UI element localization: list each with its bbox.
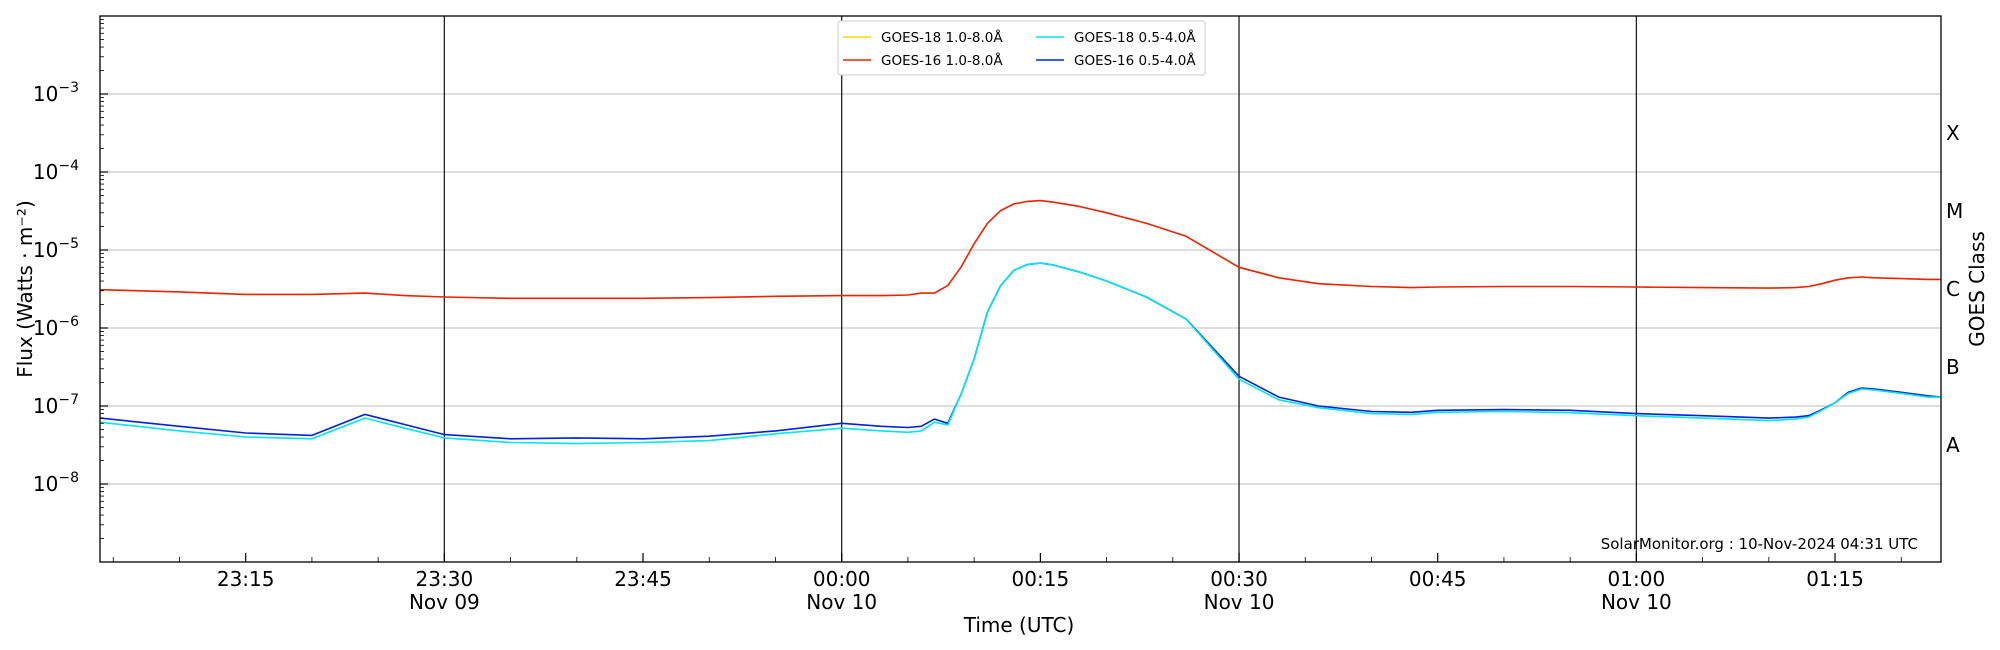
goes-class-label: A <box>1946 433 1960 457</box>
goes-class-labels: A B C M X <box>1946 121 1963 457</box>
y-tick-label: 10−8 <box>33 470 79 496</box>
credit-text: SolarMonitor.org : 10-Nov-2024 04:31 UTC <box>1601 535 1918 553</box>
x-tick-label: 00:30 <box>1210 567 1268 591</box>
legend-box <box>837 20 1206 76</box>
y-tick-label: 10−3 <box>33 80 79 106</box>
x-tick-label: 01:15 <box>1806 567 1864 591</box>
x-tick-label: 00:45 <box>1409 567 1467 591</box>
series-lines <box>99 199 1942 445</box>
x-tick-label: 23:30 <box>416 567 474 591</box>
legend: GOES-18 1.0-8.0Å GOES-18 0.5-4.0Å GOES-1… <box>837 20 1206 76</box>
x-tick-label: 00:15 <box>1012 567 1070 591</box>
y-axis-right-label: GOES Class <box>1965 231 1989 347</box>
legend-label-goes16-short: GOES-16 0.5-4.0Å <box>1074 52 1196 69</box>
goes-class-label: X <box>1946 121 1960 145</box>
series-line-goes-18-0-5-4-0 <box>99 262 1941 445</box>
gridlines <box>100 93 1941 485</box>
y-axis-label: Flux (Watts · m⁻²) <box>13 200 37 378</box>
goes-class-label: B <box>1946 355 1960 379</box>
legend-label-goes18-long: GOES-18 1.0-8.0Å <box>881 29 1003 46</box>
goes-class-label: M <box>1946 199 1963 223</box>
y-tick-label: 10−5 <box>33 236 79 262</box>
legend-label-goes16-long: GOES-16 1.0-8.0Å <box>881 52 1003 69</box>
plot-frame <box>99 15 1942 563</box>
y-axis-ticks: 10−8 10−7 10−6 10−5 10−4 10−3 <box>33 19 108 539</box>
y-tick-label: 10−6 <box>33 314 79 340</box>
x-tick-date-label: Nov 10 <box>1204 590 1275 614</box>
y-tick-label: 10−4 <box>33 158 79 184</box>
legend-label-goes18-short: GOES-18 0.5-4.0Å <box>1074 29 1196 46</box>
x-tick-label: 23:15 <box>217 567 275 591</box>
x-tick-label: 00:00 <box>813 567 871 591</box>
x-tick-label: 23:45 <box>614 567 672 591</box>
series-line-goes-16-1-0-8-0 <box>99 199 1941 300</box>
y-tick-label: 10−7 <box>33 392 79 418</box>
x-tick-date-label: Nov 10 <box>1601 590 1672 614</box>
x-tick-date-label: Nov 09 <box>409 590 480 614</box>
x-tick-date-label: Nov 10 <box>806 590 877 614</box>
x-axis-label: Time (UTC) <box>963 613 1075 637</box>
goes-class-label: C <box>1946 277 1960 301</box>
day-hour-lines <box>443 16 1638 562</box>
x-tick-label: 01:00 <box>1608 567 1666 591</box>
